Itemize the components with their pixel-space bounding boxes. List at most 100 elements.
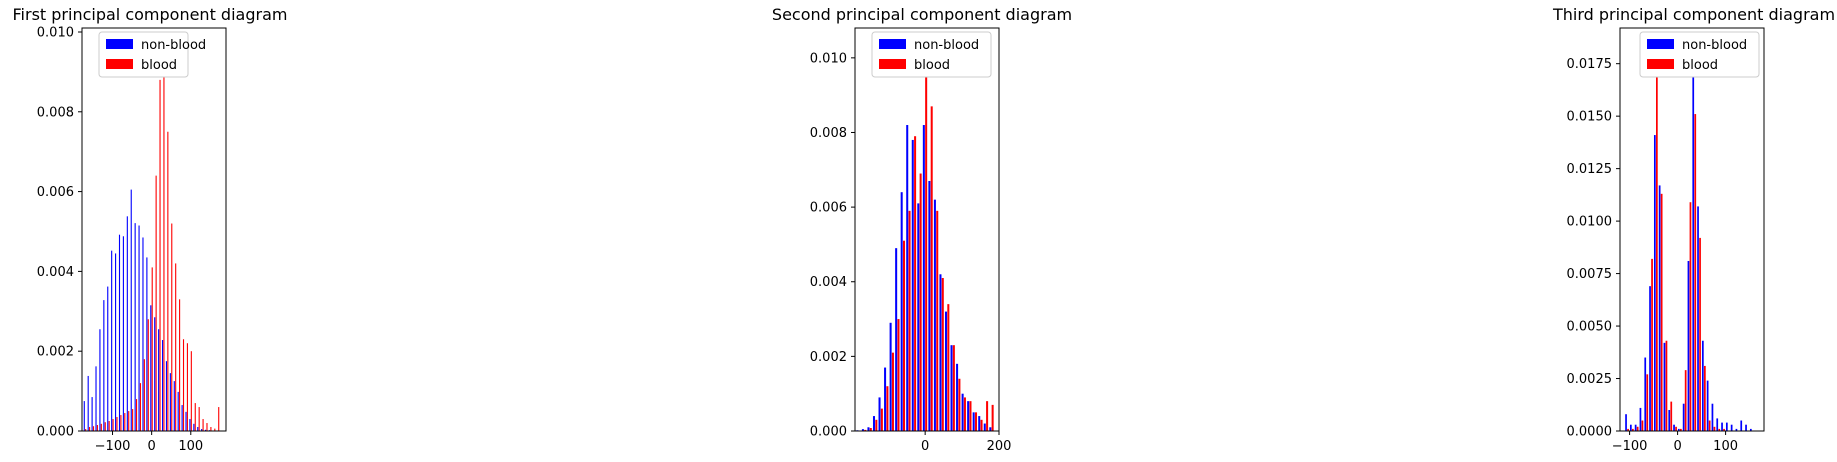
bar-blood [969,401,972,431]
bar-blood [85,429,87,431]
bar-non-blood [1725,422,1728,431]
bar-non-blood [142,237,144,431]
legend-swatch-blood [1647,59,1674,69]
chart-1-x-ticks: −100 0 100 [95,431,203,454]
bar-non-blood [872,416,876,431]
bar-blood [1708,420,1711,431]
bar-non-blood [205,429,207,431]
x-tick-label: 0 [1673,439,1681,454]
bar-blood [143,359,145,431]
chart-3-y-ticks: 0.0000 0.0025 0.0050 0.0075 0.0100 0.0125 0.01… [1567,57,1620,440]
bar-non-blood [1634,424,1637,431]
bar-blood [206,423,208,431]
bar-blood [104,422,106,431]
bar-non-blood [1701,340,1704,431]
bar-blood [124,413,126,431]
bar-non-blood [95,366,97,431]
bar-blood [930,106,933,432]
bar-non-blood [884,367,887,431]
bar-blood [198,407,200,431]
bar-blood [128,411,130,431]
bar-blood [897,319,900,431]
bar-non-blood [91,397,93,431]
bar-non-blood [978,416,981,431]
bar-non-blood [911,139,914,431]
bar-non-blood [87,375,89,431]
y-tick-label: 0.004 [810,275,847,290]
bar-blood [886,386,889,431]
bar-blood [880,408,883,431]
bar-blood [159,79,161,432]
x-tick-label: −100 [1612,439,1648,454]
bar-non-blood [917,203,920,431]
bar-blood [100,423,102,431]
chart-2-frame [854,27,1000,432]
bar-blood [1694,114,1697,431]
chart-1-bars [83,59,220,432]
bar-blood [1689,202,1692,431]
bar-non-blood [107,286,109,431]
bar-blood [179,299,181,431]
bar-non-blood [83,401,85,431]
bar-non-blood [1644,357,1647,431]
bar-blood [112,419,114,431]
legend-label-blood: blood [914,58,950,73]
bar-non-blood [956,363,959,431]
bar-non-blood [944,311,948,431]
bar-non-blood [939,274,942,431]
bar-non-blood [1716,418,1719,431]
bar-blood [980,419,983,431]
bar-non-blood [1745,424,1747,431]
legend-swatch-blood [879,59,906,69]
chart-1-legend: non-blood blood [98,31,206,78]
y-tick-label: 0.0025 [1567,372,1613,387]
bar-non-blood [189,419,191,431]
bar-blood [190,351,192,431]
bar-blood [891,352,894,431]
chart-1: First principal component diagram 0.0000… [13,5,288,454]
bar-blood [1723,428,1725,431]
chart-2: Second principal component diagram 0.000… [772,5,1072,454]
y-tick-label: 0.0050 [1567,320,1613,335]
chart-3-x-ticks: −100 0 100 [1612,431,1738,454]
bar-blood [151,267,153,431]
legend-label-blood: blood [141,58,177,73]
y-tick-label: 0.002 [37,345,74,360]
bar-non-blood [906,125,909,432]
bar-blood [147,319,149,431]
chart-2-y-ticks: 0.000 0.002 0.004 0.006 0.008 0.010 [810,51,855,440]
bar-non-blood [134,223,136,431]
bar-blood [947,304,950,431]
bar-blood [194,403,196,431]
y-tick-label: 0.010 [37,25,74,40]
bar-non-blood [138,225,140,431]
bar-non-blood [115,253,117,431]
bar-blood [210,427,212,431]
bar-non-blood [193,423,195,431]
bar-non-blood [900,192,903,431]
bar-blood [963,397,966,431]
bar-blood [116,417,118,431]
bar-blood [1656,42,1658,431]
bar-blood [89,427,91,431]
bar-blood [136,399,138,431]
bar-non-blood [154,317,156,431]
bar-blood [1636,426,1639,431]
bar-blood [202,419,204,431]
bar-non-blood [922,125,925,432]
bar-blood [1627,428,1629,431]
bar-blood [175,263,177,431]
bar-blood [1651,258,1653,431]
bar-blood [167,131,169,432]
bar-non-blood [989,427,992,431]
bar-blood [1675,426,1677,431]
bar-blood [952,345,955,431]
legend-label-non-blood: non-blood [914,38,979,53]
bar-blood [864,429,867,431]
bar-blood [1670,401,1673,431]
y-tick-label: 0.0175 [1567,57,1613,72]
legend-label-non-blood: non-blood [1682,38,1747,53]
y-tick-label: 0.0100 [1567,215,1613,230]
bar-non-blood [861,429,864,431]
chart-3-bars [1625,42,1752,432]
